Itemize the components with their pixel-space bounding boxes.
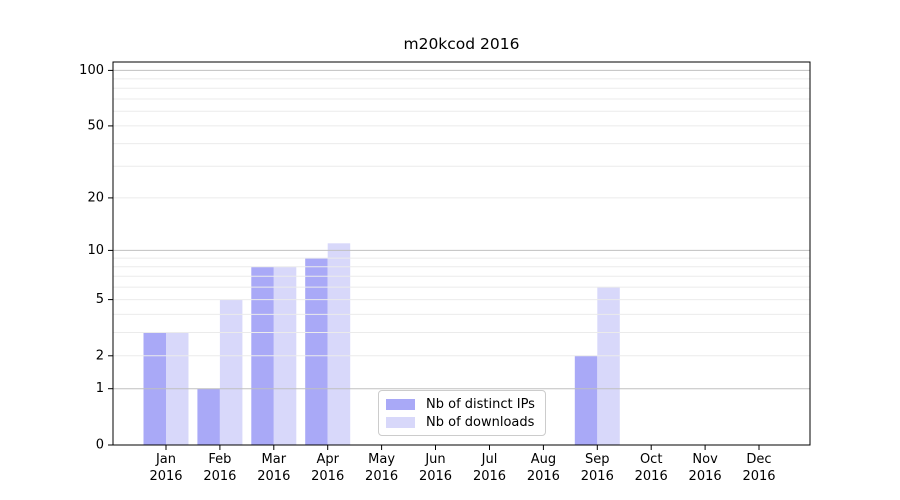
- bar-feb-series1: [219, 299, 243, 445]
- bar-sep-series1: [597, 287, 620, 445]
- bar-apr-series0: [305, 258, 328, 445]
- x-tick-label-month: Feb: [208, 452, 231, 467]
- x-tick-label-year: 2016: [689, 469, 722, 484]
- x-tick-label-month: Oct: [640, 452, 662, 467]
- legend-item-distinct-ips: Nb of distinct IPs: [386, 398, 538, 411]
- y-tick-label: 20: [87, 190, 104, 205]
- y-tick-label: 10: [87, 243, 104, 258]
- legend-swatch-distinct-ips: [386, 398, 415, 410]
- legend: Nb of distinct IPs Nb of downloads: [378, 390, 546, 436]
- legend-swatch-downloads: [386, 416, 415, 428]
- chart-title: m20kcod 2016: [403, 35, 520, 53]
- legend-item-downloads: Nb of downloads: [386, 416, 538, 429]
- plot-border: [112, 61, 811, 446]
- y-tick-label: 50: [87, 118, 104, 133]
- y-tick-label: 2: [96, 348, 104, 363]
- y-tick-label: 100: [79, 63, 104, 78]
- x-tick-label-year: 2016: [257, 469, 290, 484]
- x-tick-label-month: Jun: [424, 452, 445, 467]
- x-tick-label-year: 2016: [419, 469, 452, 484]
- x-tick-label-year: 2016: [365, 469, 398, 484]
- x-tick-label-month: Apr: [316, 452, 339, 467]
- bar-feb-series0: [197, 388, 220, 445]
- x-tick-label-year: 2016: [149, 469, 182, 484]
- x-tick-label-month: Sep: [585, 452, 610, 467]
- y-tick-label: 5: [96, 292, 104, 307]
- x-tick-label-month: Aug: [531, 452, 556, 467]
- legend-label-distinct-ips: Nb of distinct IPs: [426, 396, 535, 412]
- x-tick-label-year: 2016: [742, 469, 775, 484]
- y-tick-label: 0: [96, 438, 104, 453]
- x-tick-label-year: 2016: [203, 469, 236, 484]
- x-tick-label-month: May: [368, 452, 395, 467]
- x-tick-label-year: 2016: [527, 469, 560, 484]
- x-tick-label-month: Dec: [746, 452, 771, 467]
- x-tick-label-year: 2016: [311, 469, 344, 484]
- x-tick-label-year: 2016: [581, 469, 614, 484]
- bar-apr-series1: [327, 243, 351, 445]
- y-tick-label: 1: [96, 381, 104, 396]
- x-tick-label-month: Jul: [481, 452, 498, 467]
- bar-sep-series0: [574, 355, 598, 445]
- x-tick-label-month: Mar: [262, 452, 287, 467]
- x-tick-label-year: 2016: [473, 469, 506, 484]
- x-tick-label-month: Jan: [155, 452, 176, 467]
- legend-label-downloads: Nb of downloads: [426, 414, 535, 430]
- x-tick-label-month: Nov: [692, 452, 718, 467]
- x-tick-label-year: 2016: [635, 469, 668, 484]
